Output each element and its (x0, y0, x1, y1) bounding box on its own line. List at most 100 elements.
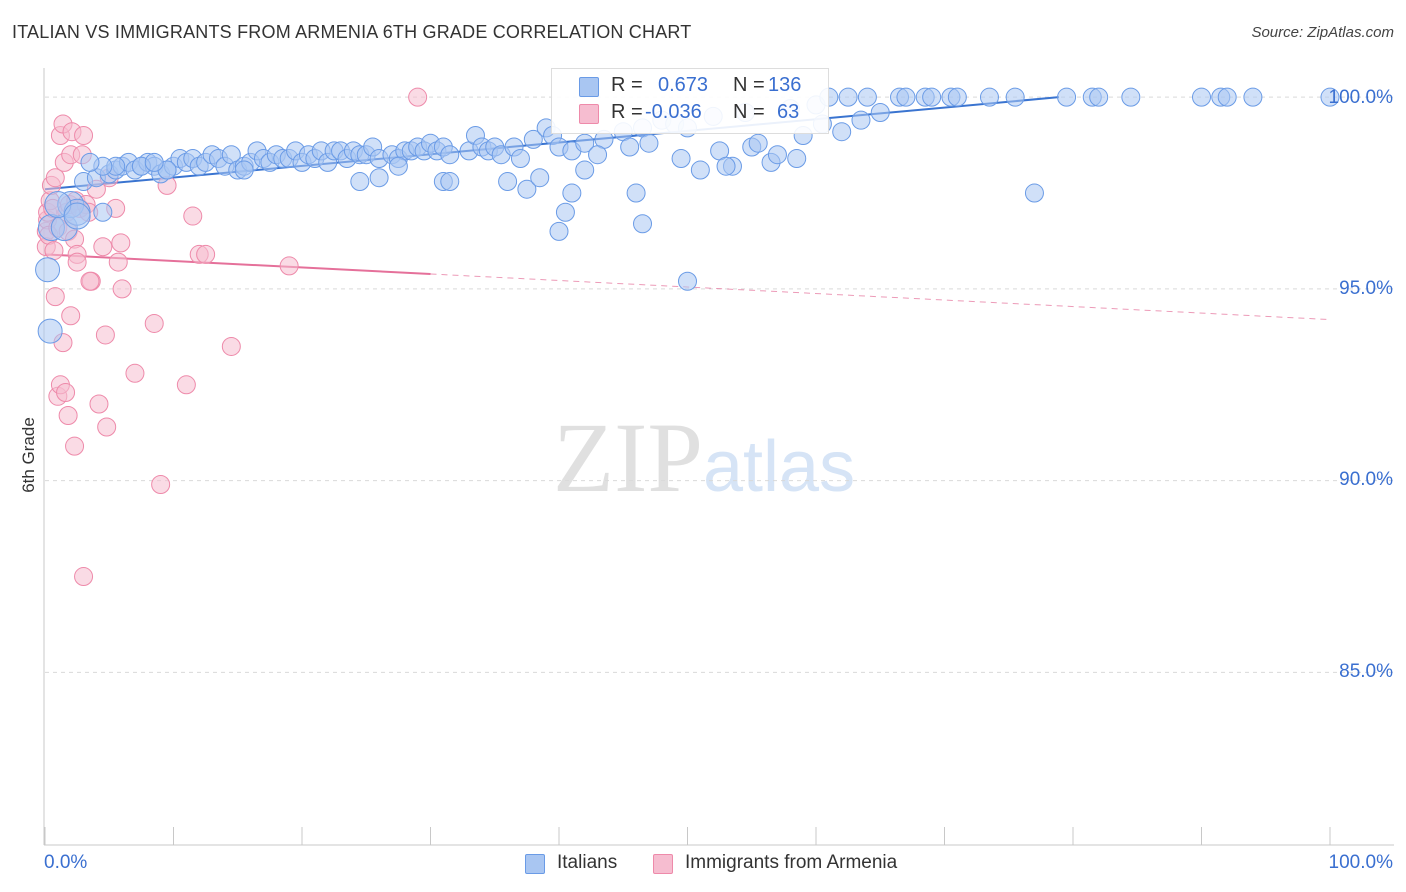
armenia-point (44, 241, 64, 261)
italians-point (748, 133, 768, 153)
italians-point (626, 183, 646, 203)
italians-point (562, 183, 582, 203)
chart-title: ITALIAN VS IMMIGRANTS FROM ARMENIA 6TH G… (12, 22, 692, 42)
italians-point (857, 87, 877, 107)
italians-point (510, 149, 530, 169)
italians-point (498, 172, 518, 192)
armenia-point (45, 168, 65, 188)
armenia-n-value: 63 (777, 101, 800, 123)
n-label: N = (733, 101, 765, 123)
watermark-atlas: atlas (703, 427, 856, 507)
italians-point (1024, 183, 1044, 203)
armenia-point (65, 436, 85, 456)
armenia-point (408, 87, 428, 107)
trend-line-armenia-extension (430, 273, 1331, 321)
armenia-point (176, 375, 196, 395)
italians-point (620, 137, 640, 157)
armenia-point (74, 126, 94, 146)
italians-point (234, 160, 254, 180)
italians-point (575, 133, 595, 153)
italians-point (1089, 87, 1109, 107)
armenia-point (279, 256, 299, 276)
italians-point (80, 152, 100, 172)
italians-point (1057, 87, 1077, 107)
n-label: N = (733, 74, 765, 96)
italians-point (144, 152, 164, 172)
italians-point (350, 172, 370, 192)
italians-n-value: 136 (768, 74, 802, 96)
grid-layer (45, 96, 1394, 673)
armenia-point (196, 244, 216, 264)
y-axis-label: 6th Grade (19, 417, 38, 493)
x-tick-label-max: 100.0% (1328, 852, 1393, 873)
armenia-point (183, 206, 203, 226)
armenia-point (95, 325, 115, 345)
axis-layer (43, 68, 1394, 846)
armenia-point (61, 306, 81, 326)
legend-label-italians: Italians (557, 852, 618, 873)
armenia-point (97, 417, 117, 437)
y-tick-label-95: 95.0% (1339, 278, 1393, 299)
italians-point (896, 87, 916, 107)
source-credit: Source: ZipAtlas.com (1251, 24, 1394, 41)
armenia-point (56, 382, 76, 402)
armenia-point (112, 279, 132, 299)
armenia-point (221, 336, 241, 356)
italians-point (832, 122, 852, 142)
watermark-zip: ZIP (553, 402, 703, 513)
italians-point (530, 168, 550, 188)
armenia-point (45, 287, 65, 307)
italians-point (549, 221, 569, 241)
italians-point (633, 214, 653, 234)
armenia-point (80, 271, 100, 291)
italians-point (388, 156, 408, 176)
italians-point (767, 145, 787, 165)
italians-point (716, 156, 736, 176)
italians-point (35, 257, 61, 283)
italians-point (440, 172, 460, 192)
legend-swatch-armenia (653, 854, 673, 874)
italians-point (588, 145, 608, 165)
italians-point (947, 87, 967, 107)
y-tick-label-90: 90.0% (1339, 469, 1393, 490)
armenia-point (67, 252, 87, 272)
armenia-point (89, 394, 109, 414)
armenia-r-value: -0.036 (645, 101, 702, 123)
italians-point (870, 103, 890, 123)
points-layer (35, 87, 1340, 587)
italians-point (523, 129, 543, 149)
italians-point (63, 202, 91, 230)
legend-label-armenia: Immigrants from Armenia (685, 852, 898, 873)
armenia-point (125, 363, 145, 383)
armenia-point (74, 567, 94, 587)
italians-point (787, 149, 807, 169)
y-tick-label-85: 85.0% (1339, 661, 1393, 682)
armenia-point (111, 233, 131, 253)
r-label: R = (611, 74, 643, 96)
armenia-swatch (579, 104, 599, 124)
watermark: ZIPatlas (553, 400, 855, 515)
italians-swatch (579, 77, 599, 97)
italians-point (838, 87, 858, 107)
italians-point (922, 87, 942, 107)
armenia-point (58, 405, 78, 425)
italians-point (1005, 87, 1025, 107)
stats-row-armenia: R = -0.036 N = 63 (552, 101, 828, 127)
italians-point (1121, 87, 1141, 107)
italians-point (1243, 87, 1263, 107)
trend-line-armenia (44, 253, 431, 275)
italians-point (575, 160, 595, 180)
italians-point (1217, 87, 1237, 107)
italians-point (93, 202, 113, 222)
italians-point (1320, 87, 1340, 107)
italians-point (979, 87, 999, 107)
italians-point (440, 145, 460, 165)
armenia-point (93, 237, 113, 257)
italians-point (678, 271, 697, 291)
armenia-point (144, 313, 164, 333)
legend-swatch-italians (525, 854, 545, 874)
stats-row-italians: R = 0.673 N = 136 (552, 74, 828, 100)
y-tick-label-100: 100.0% (1328, 87, 1393, 108)
italians-point (690, 160, 710, 180)
